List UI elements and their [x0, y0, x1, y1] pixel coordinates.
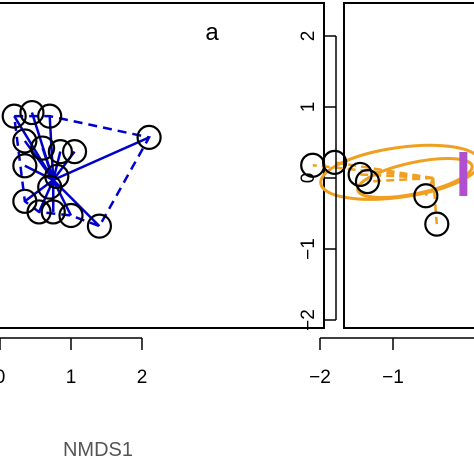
panel-a-hulls: [12, 114, 152, 228]
b-spoke-0-1: [334, 161, 434, 180]
y-tick-label-1: 1: [298, 102, 319, 113]
point-1-15: [37, 174, 63, 200]
panel-a-spokes: [13, 112, 150, 228]
point-1-4: [29, 135, 56, 161]
x-tick-label-3: 2: [137, 367, 148, 388]
x-tick-label-2: 1: [66, 367, 77, 388]
panel-b-x-axis: −2 −1: [309, 337, 474, 388]
point-1-11: [58, 202, 84, 229]
point-1-9: [26, 199, 52, 225]
hull-1: [12, 114, 152, 228]
b-x-tick-label-0: −2: [309, 367, 331, 388]
panel-b-y-axis: 2 1 0 −1 −2: [298, 31, 337, 331]
b-point-0-3: [354, 168, 381, 195]
panel-a-x-axis: -1012: [0, 337, 148, 388]
panel-b-frame: [343, 2, 474, 329]
panel-b-points: [300, 149, 468, 237]
x-axis-title: NMDS1: [63, 439, 133, 461]
b-x-tick-label-1: −1: [382, 367, 404, 388]
b-point-0-1: [322, 149, 348, 175]
spoke-1-12: [24, 164, 54, 182]
y-tick-label-4: −2: [298, 309, 319, 331]
y-tick-label-3: −1: [298, 238, 319, 260]
spoke-1-3: [23, 140, 55, 181]
point-1-3: [12, 128, 38, 154]
y-tick-label-0: 2: [298, 31, 319, 42]
panel-a-points: [1, 99, 162, 239]
b-point-0-5: [424, 211, 450, 237]
point-1-10: [40, 199, 66, 225]
point-1-2: [37, 103, 63, 129]
b-point-0-4: [413, 183, 439, 209]
panel-a-label: a: [205, 19, 219, 46]
panel-a: -1012 a NMDS1: [0, 2, 325, 461]
b-spoke-0-4: [424, 177, 435, 197]
spoke-1-13: [52, 136, 150, 182]
point-1-5: [47, 139, 73, 165]
point-1-12: [12, 153, 38, 179]
x-tick-label-1: 0: [0, 367, 5, 388]
ellipse-0-1: [356, 156, 474, 200]
b-point-0-2: [347, 161, 373, 188]
panel-b: 2 1 0 −1 −2 −2 −1: [298, 2, 474, 388]
panel-b-ellipses: [312, 143, 474, 225]
spoke-1-11: [52, 179, 73, 217]
b-cluster-1: [459, 152, 468, 196]
b-spoke-0-3: [367, 176, 434, 183]
point-1-13: [136, 124, 162, 150]
b-spoke-0-5: [431, 177, 439, 225]
point-1-6: [61, 139, 88, 165]
point-1-0: [1, 103, 27, 129]
point-1-1: [19, 99, 45, 126]
y-tick-label-2: 0: [298, 173, 319, 184]
point-1-14: [86, 213, 113, 239]
